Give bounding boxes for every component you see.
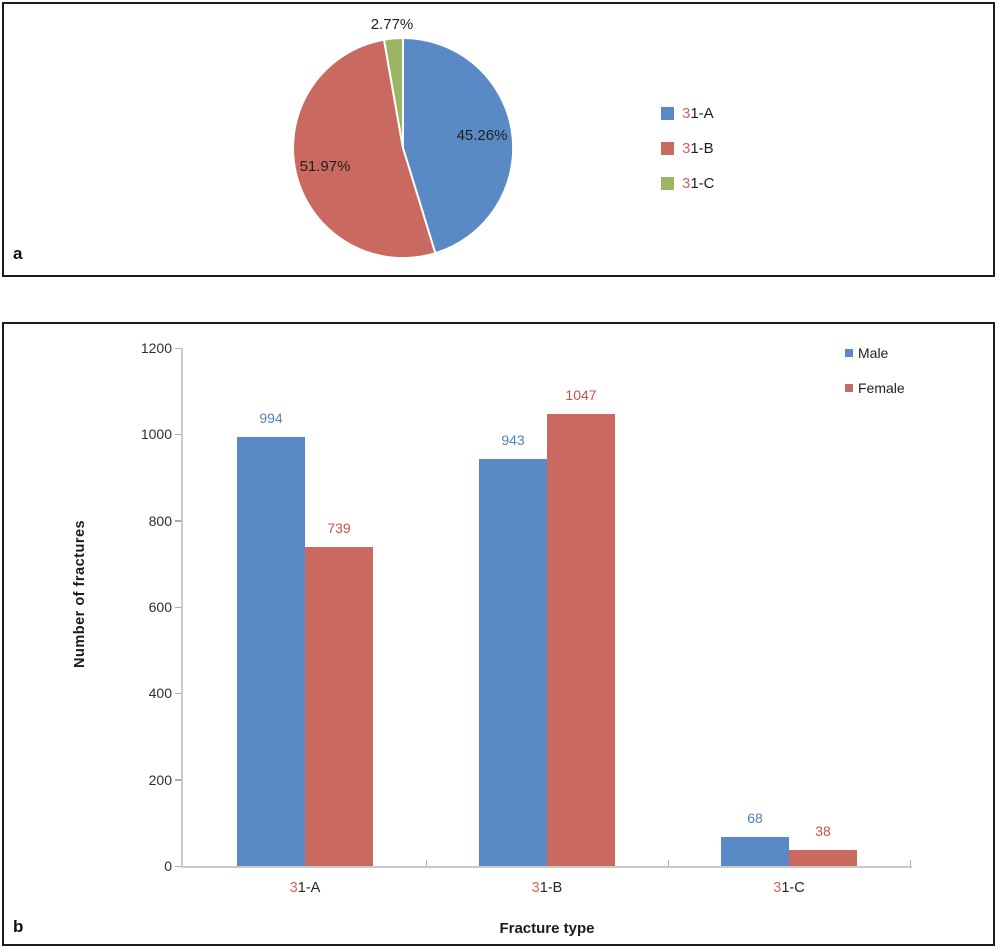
bar-male-31-C xyxy=(721,836,789,866)
legend-swatch xyxy=(845,349,853,357)
legend-label: 31-B xyxy=(682,141,714,156)
panel-b-label: b xyxy=(13,917,24,936)
panel-a-label: a xyxy=(13,244,23,263)
pie-legend-item: 31-B xyxy=(661,141,714,156)
y-tick xyxy=(175,865,181,867)
pie-slice-31-C xyxy=(383,37,404,149)
label-accent-char: 3 xyxy=(773,880,782,896)
pie-slice-label: 45.26% xyxy=(456,127,508,144)
pie-legend-item: 31-A xyxy=(661,106,714,121)
bar-value-label: 68 xyxy=(747,809,763,826)
y-tick-label: 1200 xyxy=(140,340,172,356)
legend-label: 31-A xyxy=(682,106,714,121)
bar-legend-item: Female xyxy=(845,381,905,395)
pie-legend-item: 31-C xyxy=(661,176,715,191)
bar-female-31-C xyxy=(789,849,857,866)
bar-female-31-B xyxy=(547,414,615,866)
x-tick xyxy=(425,860,427,866)
y-tick xyxy=(175,520,181,522)
label-accent-char: 3 xyxy=(682,140,691,157)
x-axis-title: Fracture type xyxy=(499,920,595,937)
label-rest: 1-C xyxy=(781,880,805,896)
x-category-label: 31-A xyxy=(184,880,426,897)
bar-value-label: 1047 xyxy=(565,387,597,404)
legend-swatch xyxy=(661,177,674,190)
y-tick-label: 0 xyxy=(164,858,172,874)
label-rest: 1-B xyxy=(690,140,714,157)
y-tick xyxy=(175,692,181,695)
bar-plot-area: 0 200 400 600 800 1000 1200 994 739 31-A 943 1047 31… xyxy=(4,324,993,944)
y-tick xyxy=(175,347,181,349)
pie-slice-31-B xyxy=(292,38,437,260)
label-rest: 1-A xyxy=(690,105,714,122)
y-tick xyxy=(175,433,181,436)
label-rest: 1-C xyxy=(690,175,715,192)
y-tick xyxy=(175,606,181,608)
bar-value-label: 943 xyxy=(501,431,525,448)
legend-label: Female xyxy=(858,380,905,396)
legend-swatch xyxy=(661,142,674,155)
y-tick-label: 800 xyxy=(148,512,172,529)
label-rest: 1-B xyxy=(539,880,563,896)
x-category-label: 31-B xyxy=(426,880,668,897)
y-tick-label: 200 xyxy=(148,771,172,788)
x-axis-line xyxy=(181,866,912,868)
label-rest: 1-A xyxy=(297,880,321,896)
bar-male-31-B xyxy=(479,458,547,866)
label-accent-char: 3 xyxy=(682,105,691,122)
label-accent-char: 3 xyxy=(289,880,298,896)
legend-label: Male xyxy=(858,345,889,361)
pie-slice-label: 51.97% xyxy=(299,158,351,175)
bar-value-label: 739 xyxy=(327,519,351,536)
x-tick xyxy=(909,860,911,866)
y-tick-label: 400 xyxy=(148,685,172,702)
pie-slice-31-A xyxy=(402,36,515,255)
y-tick xyxy=(175,779,181,781)
bar-value-label: 994 xyxy=(259,409,283,426)
legend-swatch xyxy=(845,384,853,392)
y-axis-title: Number of fractures xyxy=(72,519,88,669)
pie-panel: 45.26% 51.97% 2.77% 31-A 31-B 31-C a xyxy=(2,2,995,277)
legend-swatch xyxy=(661,107,674,120)
y-tick-label: 1000 xyxy=(140,426,172,443)
pie-chart xyxy=(292,36,515,260)
bar-value-label: 38 xyxy=(815,822,831,839)
label-accent-char: 3 xyxy=(531,880,540,896)
y-tick-label: 600 xyxy=(148,599,172,615)
label-accent-char: 3 xyxy=(682,175,691,192)
bar-legend-item: Male xyxy=(845,346,888,360)
legend-label: 31-C xyxy=(682,176,715,191)
bar-male-31-A xyxy=(237,436,305,866)
bar-female-31-A xyxy=(305,546,373,866)
pie-slice-label: 2.77% xyxy=(370,16,414,33)
y-axis-line xyxy=(181,348,183,866)
bar-panel: 0 200 400 600 800 1000 1200 994 739 31-A 943 1047 31… xyxy=(2,322,995,946)
x-category-label: 31-C xyxy=(668,880,910,897)
x-tick xyxy=(667,860,669,866)
